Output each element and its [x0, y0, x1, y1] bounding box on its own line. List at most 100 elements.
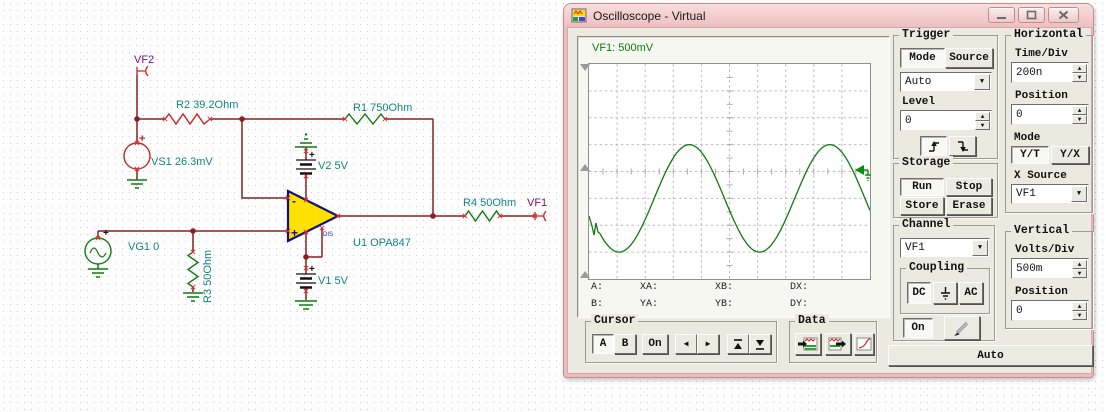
channel-dropdown[interactable]: VF1 ▼: [900, 238, 990, 258]
label-vf1[interactable]: VF1: [527, 197, 547, 209]
time-div-down[interactable]: ▼: [1072, 73, 1087, 82]
horizontal-position-spinbox[interactable]: 0 ▲ ▼: [1011, 104, 1089, 125]
label-v1[interactable]: V1 5V: [318, 275, 349, 287]
trigger-position-marker: [580, 64, 590, 71]
horizontal-group-title: Horizontal: [1011, 28, 1087, 41]
scope-plot[interactable]: [588, 63, 871, 280]
source-vs1[interactable]: [123, 142, 151, 170]
ground-vg1: [88, 264, 108, 278]
probe-vf2[interactable]: [136, 65, 149, 77]
trigger-mode-button[interactable]: Mode: [900, 48, 945, 68]
battery-v1[interactable]: [296, 273, 316, 289]
resistor-r3[interactable]: [186, 251, 200, 288]
trigger-mode-value: Auto: [905, 76, 932, 88]
storage-stop-button[interactable]: Stop: [946, 178, 992, 196]
storage-store-button[interactable]: Store: [900, 197, 944, 215]
oscilloscope-window: Oscilloscope - Virtual VF1: 500mV: [563, 3, 1094, 378]
storage-group-title: Storage: [899, 156, 954, 169]
coupling-ground-button[interactable]: [933, 282, 957, 304]
down-limit-icon: [756, 339, 764, 350]
horizontal-position-up[interactable]: ▲: [1072, 106, 1087, 115]
cursor-on-button[interactable]: On: [642, 334, 668, 354]
maximize-icon: [1026, 10, 1037, 20]
vertical-position-spinbox[interactable]: 0 ▲ ▼: [1011, 300, 1089, 321]
trigger-source-button[interactable]: Source: [945, 48, 993, 68]
label-vs1[interactable]: VS1 26.3mV: [151, 156, 213, 168]
coupling-ac-button[interactable]: AC: [959, 282, 983, 304]
v1-plus-sign: +: [309, 264, 315, 275]
label-r4[interactable]: R4 50Ohm: [463, 197, 516, 209]
storage-erase-button[interactable]: Erase: [946, 197, 992, 215]
cursor-group: Cursor A B On ◀ ▶: [585, 314, 777, 363]
vertical-position-down[interactable]: ▼: [1072, 311, 1087, 320]
label-r2[interactable]: R2 39.2Ohm: [176, 99, 238, 111]
vertical-position-up[interactable]: ▲: [1072, 302, 1087, 311]
trigger-level-up[interactable]: ▲: [975, 112, 990, 121]
cursor-a-button[interactable]: A: [592, 334, 614, 354]
label-u1[interactable]: U1 OPA847: [353, 237, 411, 249]
cursor-right-button[interactable]: ▶: [697, 334, 719, 354]
scope-display-panel: VF1: 500mV A: XA: XB: DX: B: YA: YB: DY:: [577, 36, 890, 318]
label-vg1[interactable]: VG1 0: [128, 241, 159, 253]
maximize-button[interactable]: [1018, 7, 1045, 23]
probe-button[interactable]: [944, 316, 980, 340]
x-source-dropdown[interactable]: VF1 ▼: [1011, 184, 1089, 204]
volts-div-spinbox[interactable]: 500m ▲ ▼: [1011, 258, 1089, 279]
horizontal-position-down[interactable]: ▼: [1072, 115, 1087, 124]
readout-yb: YB:: [715, 299, 734, 310]
channel-dropdown-arrow[interactable]: ▼: [972, 240, 988, 256]
channel-on-button[interactable]: On: [903, 318, 933, 338]
wires[interactable]: [97, 75, 535, 300]
window-title: Oscilloscope - Virtual: [593, 8, 706, 23]
close-button[interactable]: [1048, 7, 1079, 23]
label-v2[interactable]: V2 5V: [318, 160, 349, 172]
label-r1[interactable]: R1 750Ohm: [353, 102, 412, 114]
trigger-mode-dropdown-arrow[interactable]: ▼: [974, 74, 990, 90]
storage-run-button[interactable]: Run: [900, 178, 944, 196]
label-r3[interactable]: R3 50Ohm: [202, 250, 214, 303]
readout-xa: XA:: [640, 282, 659, 293]
yt-mode-button[interactable]: Y/T: [1011, 146, 1049, 164]
time-div-spinbox[interactable]: 200n ▲ ▼: [1011, 62, 1089, 83]
readout-a: A:: [591, 282, 604, 293]
volts-div-down[interactable]: ▼: [1072, 269, 1087, 278]
opamp-u1[interactable]: - +: [286, 189, 341, 243]
trigger-rising-edge-button[interactable]: [920, 136, 947, 156]
label-vf2[interactable]: VF2: [134, 54, 154, 66]
resistor-r2[interactable]: [164, 112, 211, 126]
minimize-button[interactable]: [988, 7, 1015, 23]
battery-v2[interactable]: [296, 159, 316, 175]
auto-button[interactable]: Auto: [888, 345, 1093, 366]
cursor-b-button[interactable]: B: [614, 334, 636, 354]
channel-ground-reference-marker[interactable]: [855, 162, 875, 182]
titlebar[interactable]: Oscilloscope - Virtual: [564, 4, 1093, 27]
data-group-title: Data: [795, 314, 829, 327]
opamp-minus-label: -: [292, 194, 296, 208]
trigger-level-down[interactable]: ▼: [975, 121, 990, 130]
resistor-r1[interactable]: [344, 112, 386, 126]
time-div-label: Time/Div: [1015, 48, 1068, 60]
coupling-dc-button[interactable]: DC: [907, 282, 931, 304]
volts-div-up[interactable]: ▲: [1072, 260, 1087, 269]
waveform-glyph: [89, 247, 107, 258]
channel-group-title: Channel: [899, 218, 954, 231]
horizontal-mode-label: Mode: [1014, 132, 1041, 144]
trigger-level-spinbox[interactable]: 0 ▲ ▼: [900, 110, 992, 131]
trigger-falling-edge-button[interactable]: [949, 136, 976, 156]
rising-edge-icon: [928, 141, 939, 152]
ground-v1: [295, 300, 317, 310]
data-export-button[interactable]: [825, 333, 851, 355]
trigger-mode-dropdown[interactable]: Auto ▼: [900, 72, 992, 92]
source-vg1[interactable]: [84, 237, 112, 265]
cursor-up-limit-button[interactable]: [727, 334, 749, 354]
cursor-down-limit-button[interactable]: [749, 334, 771, 354]
resistor-r4[interactable]: [464, 209, 501, 223]
cursor-left-button[interactable]: ◀: [675, 334, 697, 354]
data-import-button[interactable]: [795, 333, 821, 355]
data-curve-button[interactable]: [854, 333, 874, 355]
yx-mode-button[interactable]: Y/X: [1051, 146, 1089, 164]
x-source-dropdown-arrow[interactable]: ▼: [1071, 186, 1087, 202]
probe-vf1[interactable]: [534, 210, 547, 222]
time-div-up[interactable]: ▲: [1072, 64, 1087, 73]
